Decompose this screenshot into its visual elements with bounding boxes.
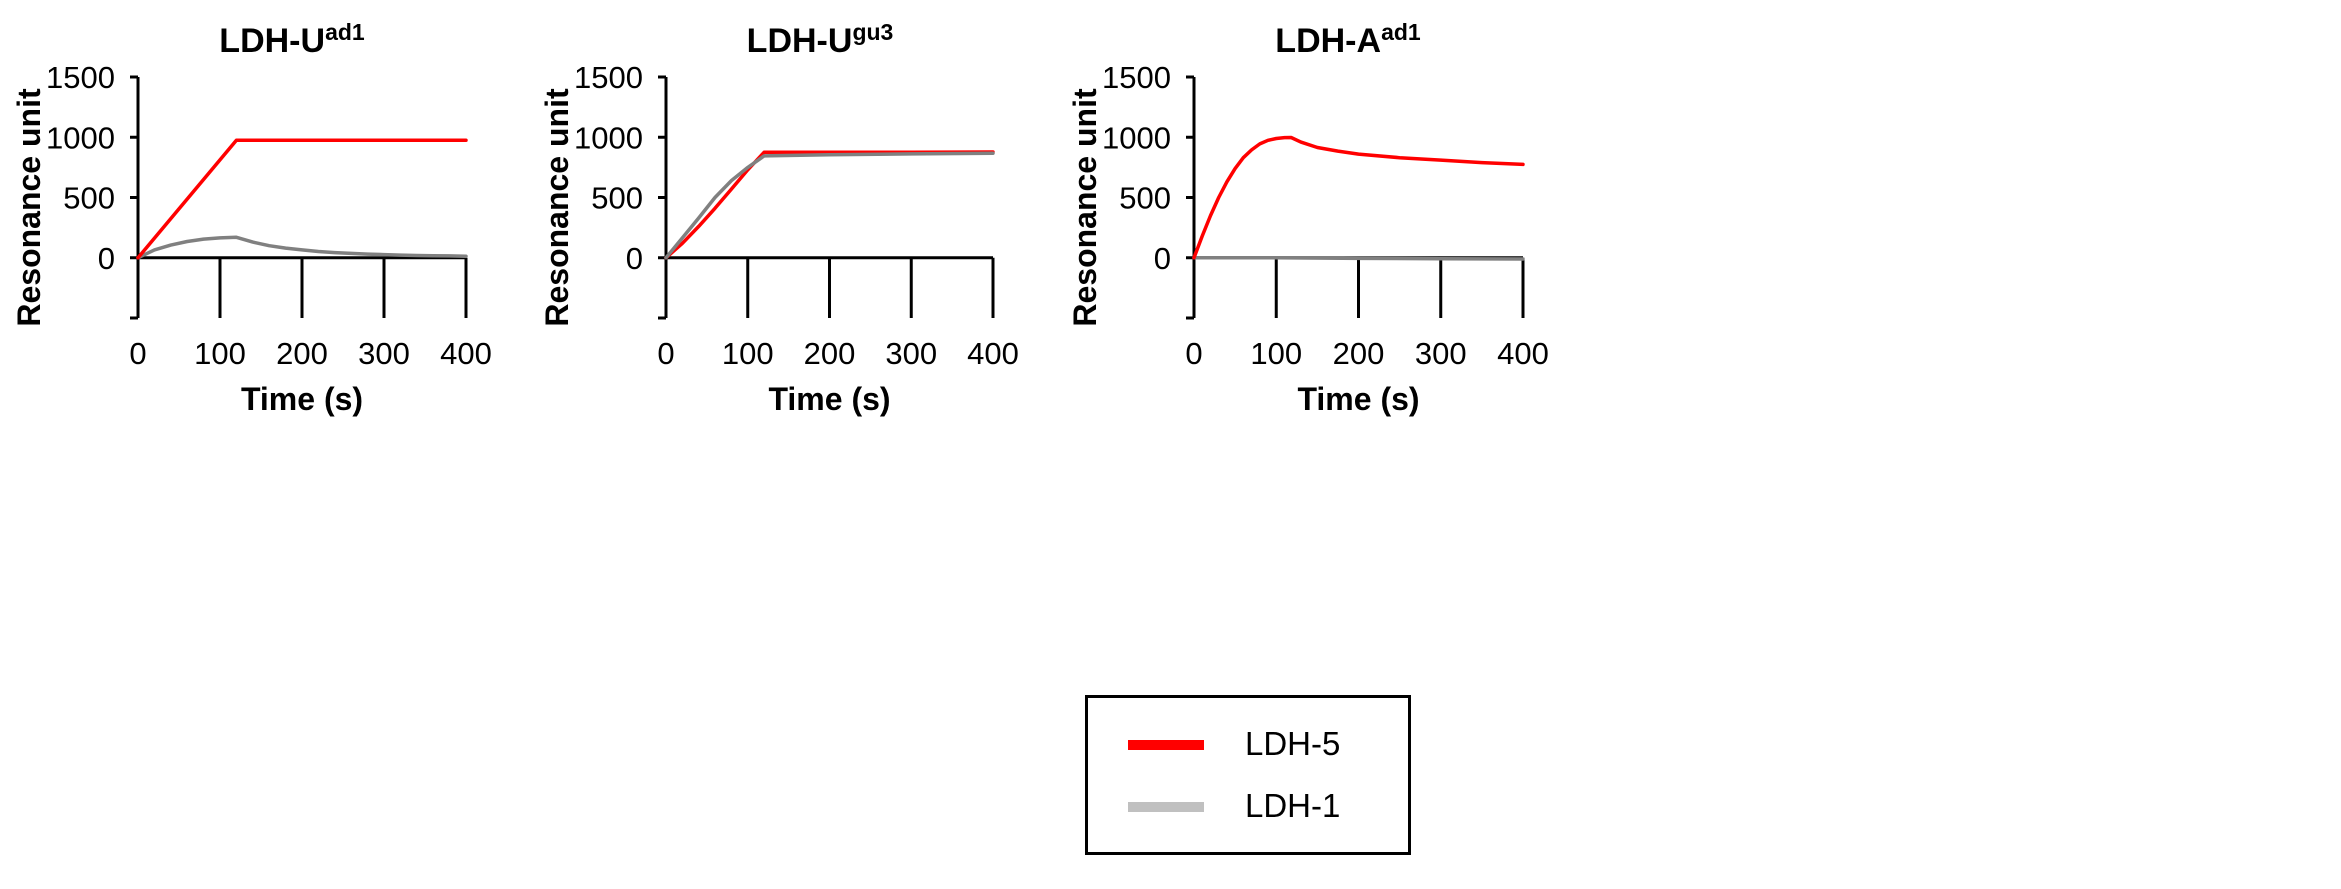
x-axis-label: Time (s) [241,381,363,417]
y-tick-label: 0 [626,241,643,276]
y-tick-label: 500 [1119,181,1171,216]
legend-label-ldh-5: LDH-5 [1245,725,1341,762]
y-tick-label: 1500 [1102,60,1171,95]
series-line-ldh-5 [664,150,995,260]
x-tick-label: 0 [129,336,146,371]
series-line-ldh-5 [136,138,468,260]
x-tick-label: 100 [194,336,246,371]
series-line-ldh-5 [1192,135,1525,260]
x-tick-label: 100 [722,336,774,371]
y-tick-label: 1000 [46,120,115,155]
chart-panel-2: LDH-Ugu3 0 500 1000 1500 0 100 200 300 400 Time (s… [539,19,1019,417]
chart-title-base: LDH-U [747,22,853,60]
y-axis-label: Resonance unit [1067,88,1103,327]
y-axis-label: Resonance unit [11,88,47,327]
x-tick-label: 300 [1415,336,1467,371]
x-tick-label: 300 [358,336,410,371]
x-tick-label: 300 [885,336,937,371]
chart-title: LDH-Ugu3 [747,19,894,60]
legend-swatch-ldh-1 [1128,802,1204,812]
legend-swatch-ldh-5 [1128,740,1204,750]
x-tick-label: 0 [1185,336,1202,371]
x-tick-label: 400 [1497,336,1549,371]
chart-title-base: LDH-U [219,22,325,60]
chart-title-superscript: gu3 [852,19,893,45]
chart-title: LDH-Uad1 [219,19,365,60]
y-tick-label: 1500 [46,60,115,95]
y-tick-label: 1000 [574,120,643,155]
x-tick-label: 100 [1250,336,1302,371]
x-tick-label: 0 [657,336,674,371]
legend-label-ldh-1: LDH-1 [1245,787,1341,824]
legend-item-ldh-5: LDH-5 [1128,724,1398,764]
x-axis-label: Time (s) [1297,381,1419,417]
chart-title-superscript: ad1 [325,19,365,45]
y-tick-label: 500 [591,181,643,216]
y-tick-label: 0 [98,241,115,276]
chart-panel-1: LDH-Uad1 0 500 1000 1500 0 100 200 300 400 Time (s… [11,19,492,417]
x-tick-label: 200 [276,336,328,371]
series-line-ldh-1 [136,235,468,260]
y-tick-label: 500 [63,181,115,216]
x-tick-label: 400 [440,336,492,371]
series-line-ldh-1 [664,151,995,260]
chart-title-superscript: ad1 [1381,19,1421,45]
legend: LDH-5 LDH-1 [1085,695,1411,855]
x-axis-label: Time (s) [768,381,890,417]
series-line-ldh-1 [1192,256,1525,261]
chart-panel-3: LDH-Aad1 0 500 1000 1500 0 100 200 300 400 Time (s… [1067,19,1549,417]
y-tick-label: 1000 [1102,120,1171,155]
x-tick-label: 200 [804,336,856,371]
x-tick-label: 200 [1333,336,1385,371]
y-axis-label: Resonance unit [539,88,575,327]
x-tick-label: 400 [967,336,1019,371]
y-tick-label: 1500 [574,60,643,95]
y-tick-label: 0 [1154,241,1171,276]
chart-title-base: LDH-A [1275,22,1381,60]
chart-title: LDH-Aad1 [1275,19,1421,60]
legend-item-ldh-1: LDH-1 [1128,786,1398,826]
